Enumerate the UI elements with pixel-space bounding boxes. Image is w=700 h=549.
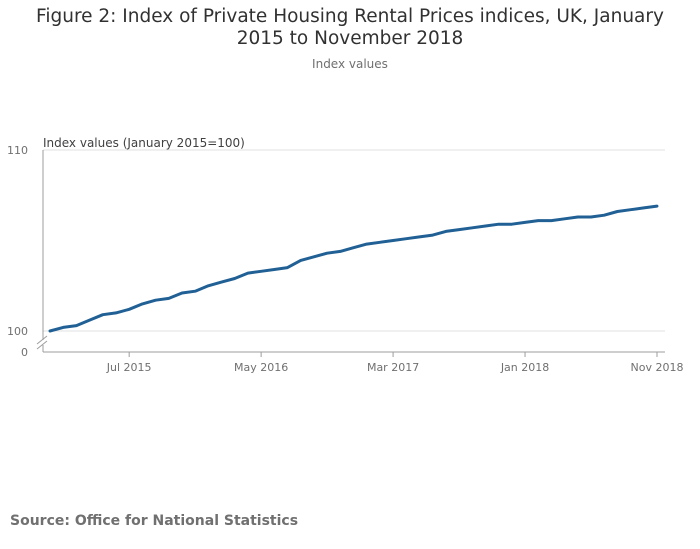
series-group bbox=[48, 204, 659, 333]
axis-break-mark bbox=[36, 335, 48, 350]
y-tick-label: 100 bbox=[7, 325, 28, 338]
x-tick-label: Mar 2017 bbox=[367, 361, 419, 374]
chart-title: Figure 2: Index of Private Housing Renta… bbox=[36, 6, 664, 49]
source-note: Source: Office for National Statistics bbox=[10, 513, 299, 529]
gridlines bbox=[43, 149, 665, 332]
chart-subtitle: Index values bbox=[312, 57, 388, 71]
x-tick-label: Nov 2018 bbox=[631, 361, 684, 374]
axes: 110 100 0 Jul 2015 May 2016 Mar 2017 Jan 2018 N… bbox=[7, 144, 683, 374]
x-tick-label: May 2016 bbox=[234, 361, 288, 374]
x-tick-label: Jan 2018 bbox=[500, 361, 549, 374]
y-axis-label: Index values (January 2015=100) bbox=[43, 136, 245, 150]
x-tick-label: Jul 2015 bbox=[106, 361, 152, 374]
y-tick-label: 110 bbox=[7, 144, 28, 157]
series-line bbox=[48, 204, 659, 333]
y-tick-label-zero: 0 bbox=[21, 346, 28, 359]
